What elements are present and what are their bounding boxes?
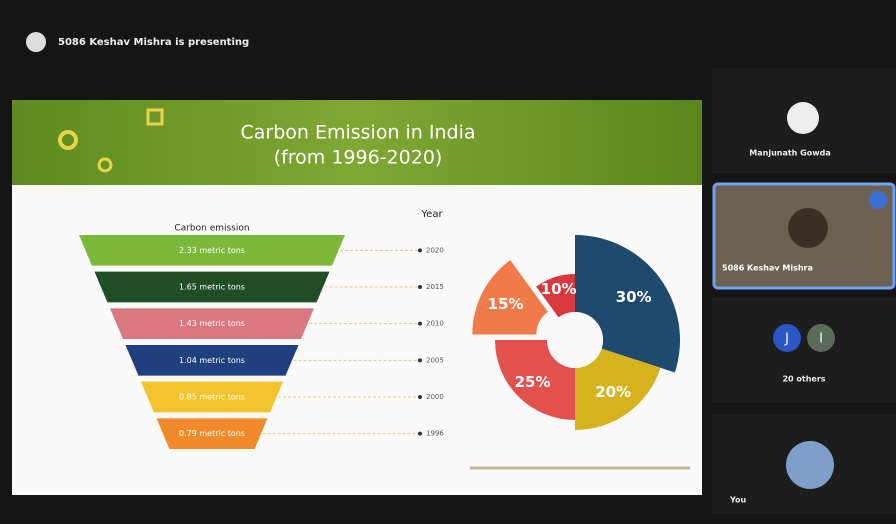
speaking-indicator — [869, 191, 887, 209]
slide-title: (from 1996-2020) — [274, 147, 443, 169]
year-label: 2010 — [426, 320, 444, 328]
funnel-header: Carbon emission — [174, 224, 249, 234]
avatar — [787, 102, 819, 134]
funnel-label: 0.79 metric tons — [179, 429, 245, 438]
segment-label: 20% — [595, 383, 631, 401]
video-person — [788, 208, 828, 248]
others-label: 20 others — [782, 375, 825, 384]
connector-dot — [418, 248, 422, 252]
funnel-label: 2.33 metric tons — [179, 246, 245, 255]
year-label: 1996 — [426, 430, 444, 438]
presenting-banner: 5086 Keshav Mishra is presenting — [58, 37, 249, 48]
avatar — [786, 441, 834, 489]
avatar-initial: J — [784, 332, 789, 347]
participant-name: 5086 Keshav Mishra — [722, 264, 813, 273]
connector-dot — [418, 432, 422, 436]
year-label: 2000 — [426, 393, 444, 401]
page: 5086 Keshav Mishra is presenting Carbon … — [0, 0, 896, 524]
funnel-label: 0.85 metric tons — [179, 393, 245, 402]
participant-name: Manjunath Gowda — [749, 149, 830, 158]
connector-dot — [418, 322, 422, 326]
year-label: 2015 — [426, 283, 444, 291]
segment-label: 25% — [515, 373, 551, 391]
connector-dot — [418, 358, 422, 362]
presenter-icon — [26, 32, 46, 52]
connector-dot — [418, 395, 422, 399]
year-label: 2005 — [426, 356, 444, 364]
funnel-label: 1.65 metric tons — [179, 283, 245, 292]
avatar-initial: I — [819, 332, 823, 347]
year-header: Year — [420, 209, 443, 220]
funnel-label: 1.04 metric tons — [179, 356, 245, 365]
segment-label: 30% — [616, 288, 652, 306]
segment-label: 15% — [488, 295, 524, 313]
screen: 5086 Keshav Mishra is presenting Carbon … — [0, 0, 896, 524]
self-name: You — [729, 496, 747, 505]
others-tile — [712, 298, 896, 403]
donut-hole — [547, 312, 603, 368]
connector-dot — [418, 285, 422, 289]
slide-title: Carbon Emission in India — [240, 122, 475, 144]
funnel-label: 1.43 metric tons — [179, 319, 245, 328]
segment-label: 10% — [541, 280, 577, 298]
year-label: 2020 — [426, 246, 444, 254]
